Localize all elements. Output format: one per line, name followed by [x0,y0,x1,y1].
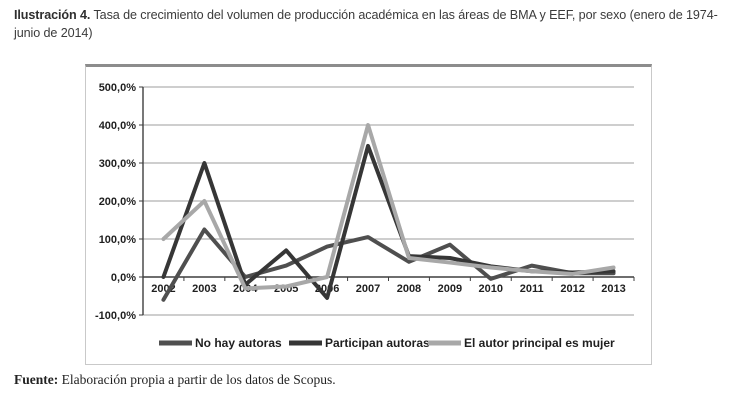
x-axis-label: 2010 [479,283,503,295]
y-axis-label: 0,0% [111,272,136,284]
x-axis-label: 2012 [560,283,584,295]
figure-source: Fuente: Elaboración propia a partir de l… [14,372,336,388]
y-axis-label: 300,0% [99,158,137,170]
growth-rate-chart: 500,0% 400,0% 300,0% 200,0% 100,0% 0,0% -100,0… [95,82,635,350]
x-axis-label: 2007 [356,283,380,295]
chart-container: 500,0% 400,0% 300,0% 200,0% 100,0% 0,0% -100,0… [85,64,652,365]
figure-caption-label: Ilustración 4. [14,8,91,22]
x-axis-label: 2008 [397,283,421,295]
y-axis-label: 200,0% [99,196,137,208]
legend-item-no-hay-autoras: No hay autoras [159,336,282,350]
legend-label: Participan autoras [325,336,430,350]
x-axis-label: 2013 [601,283,625,295]
figure-source-label: Fuente: [14,372,59,387]
figure-source-text: Elaboración propia a partir de los datos… [58,372,336,387]
legend-item-el-autor-principal-es-mujer: El autor principal es mujer [428,336,615,350]
figure-caption: Ilustración 4. Tasa de crecimiento del v… [14,6,720,42]
figure-caption-text: Tasa de crecimiento del volumen de produ… [14,8,718,40]
x-axis-label: 2011 [520,283,544,295]
series-line-el-autor-principal-es-mujer [161,123,616,291]
legend-item-participan-autoras: Participan autoras [289,336,430,350]
legend-label: No hay autoras [195,336,282,350]
y-axis-label: 400,0% [99,120,137,132]
y-axis-label: 500,0% [99,82,137,94]
y-axis-label: -100,0% [95,310,136,322]
series-line-participan-autoras [161,143,616,300]
x-axis-label: 2009 [438,283,462,295]
y-axis-label: 100,0% [99,234,137,246]
x-axis-label: 2003 [192,283,216,295]
legend-label: El autor principal es mujer [464,336,615,350]
